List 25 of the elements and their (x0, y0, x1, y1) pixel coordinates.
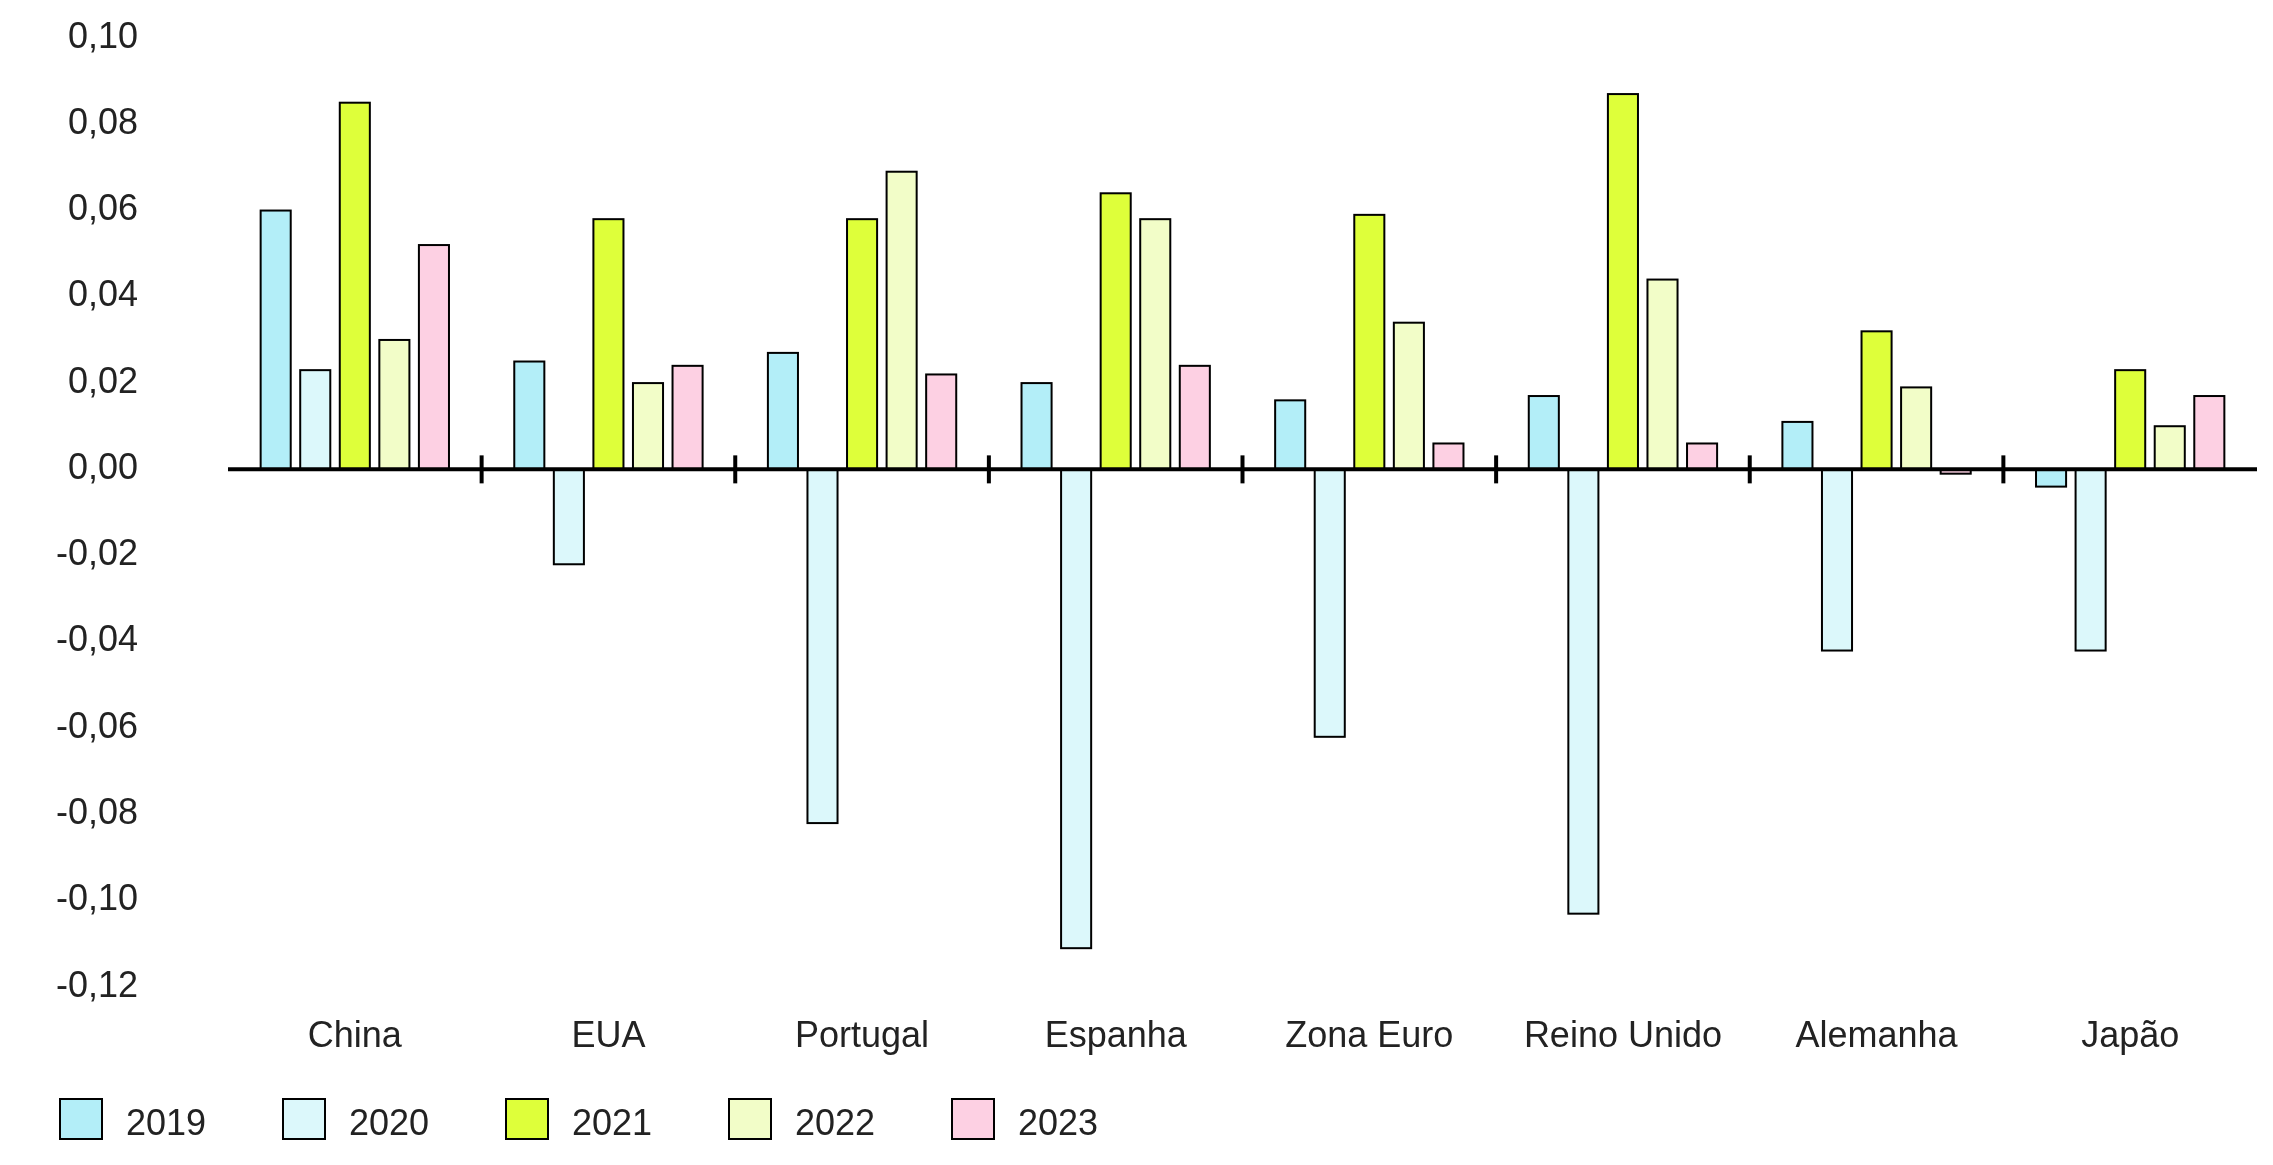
x-tick-label: China (307, 1014, 403, 1055)
y-tick-label: 0,02 (67, 359, 138, 401)
legend-label: 2023 (1018, 1102, 1099, 1143)
y-tick-label: 0,06 (67, 187, 138, 229)
y-tick-label: 0,10 (67, 14, 138, 56)
y-tick-label: -0,06 (55, 704, 138, 746)
x-tick-label: Zona Euro (1285, 1014, 1454, 1055)
x-tick-label: Espanha (1044, 1014, 1188, 1055)
y-tick-label: -0,04 (55, 618, 138, 660)
y-tick-label: -0,12 (55, 963, 138, 1005)
x-tick-label: Japão (2081, 1014, 2180, 1055)
x-tick-label: Alemanha (1795, 1014, 1959, 1055)
legend-label: 2020 (349, 1102, 430, 1143)
legend-label: 2019 (126, 1102, 207, 1143)
y-tick-label: 0,00 (67, 445, 138, 487)
y-tick-label: 0,04 (67, 273, 138, 315)
x-tick-label: Portugal (795, 1014, 930, 1055)
y-tick-label: -0,08 (55, 790, 138, 832)
y-tick-label: -0,02 (55, 532, 138, 574)
legend-label: 2022 (795, 1102, 876, 1143)
y-tick-label: 0,08 (67, 100, 138, 142)
y-tick-label: -0,10 (55, 877, 138, 919)
x-tick-label: Reino Unido (1523, 1014, 1722, 1055)
x-tick-label: EUA (571, 1014, 646, 1055)
legend-label: 2021 (572, 1102, 653, 1143)
